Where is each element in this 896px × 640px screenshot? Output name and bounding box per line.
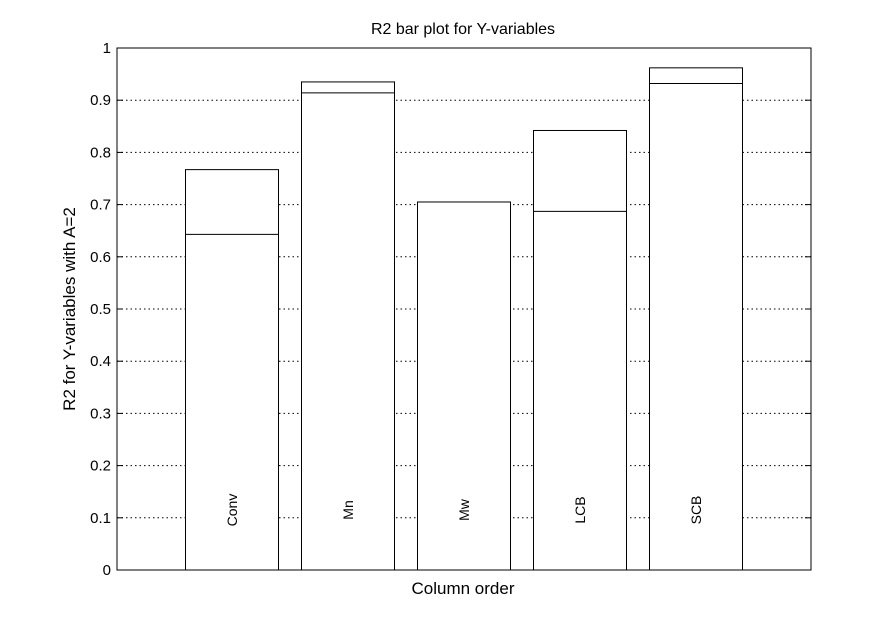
y-tick-label: 0.9 bbox=[90, 92, 111, 109]
bars bbox=[185, 67, 743, 571]
bar-mw bbox=[417, 201, 511, 571]
bar-label: Conv bbox=[224, 494, 240, 527]
bar-label: LCB bbox=[572, 496, 588, 523]
y-tick-label: 0.1 bbox=[90, 510, 111, 527]
y-tick-label: 0.8 bbox=[90, 144, 111, 161]
bar-labels: Conv Mn Mw LCB SCB bbox=[224, 494, 704, 527]
y-axis-label: R2 for Y-variables with A=2 bbox=[60, 207, 79, 411]
y-tick-label: 0.7 bbox=[90, 197, 111, 214]
y-tick-label: 0 bbox=[103, 562, 111, 579]
x-axis-label: Column order bbox=[412, 579, 515, 598]
y-tick-label: 0.6 bbox=[90, 249, 111, 266]
bar-lcb bbox=[533, 129, 627, 571]
y-tick-label: 1 bbox=[103, 40, 111, 57]
bar-label: Mn bbox=[340, 500, 356, 519]
bar-label: SCB bbox=[688, 496, 704, 525]
bar-mn bbox=[301, 81, 395, 571]
bar-label: Mw bbox=[456, 498, 472, 521]
y-tick-label: 0.2 bbox=[90, 458, 111, 475]
y-axis-ticks: 0 0.1 0.2 0.3 0.4 0.5 0.6 0.7 0.8 0.9 1 bbox=[90, 40, 811, 579]
bar-conv bbox=[185, 169, 279, 571]
y-tick-label: 0.3 bbox=[90, 405, 111, 422]
y-tick-label: 0.5 bbox=[90, 301, 111, 318]
bar-scb bbox=[649, 67, 743, 571]
y-tick-label: 0.4 bbox=[90, 353, 111, 370]
chart-title: R2 bar plot for Y-variables bbox=[371, 21, 555, 38]
